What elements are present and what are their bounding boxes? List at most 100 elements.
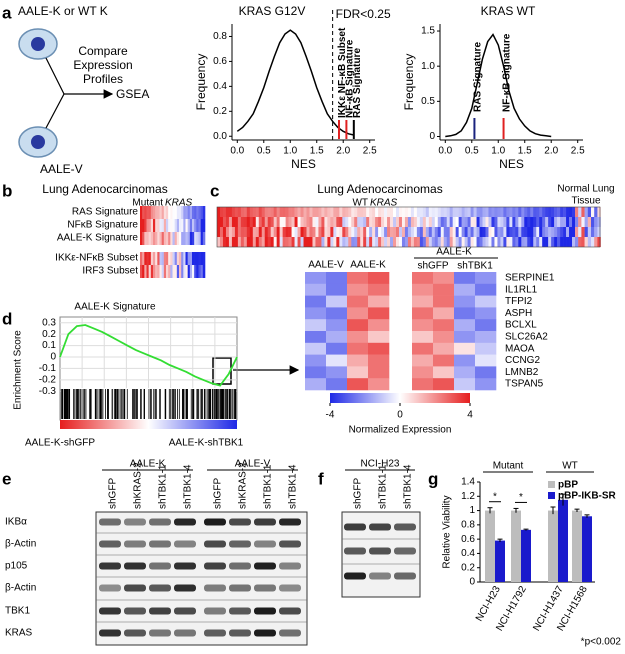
heatmap-cell — [404, 217, 409, 227]
heatmap-cell — [300, 207, 304, 217]
y-tick-label: 0.6 — [213, 56, 227, 67]
heatmap-cell — [294, 207, 298, 217]
heatmap-cell — [393, 237, 397, 247]
heatmap-cell — [422, 207, 427, 217]
heatmap-cell — [475, 307, 497, 320]
heatmap-cell — [200, 265, 204, 278]
heatmap-cell — [267, 207, 271, 217]
group-gene: KRAS — [370, 198, 398, 209]
heatmap-cell — [354, 207, 358, 217]
heatmap-cell — [261, 217, 266, 227]
heatmap-cell — [452, 237, 456, 247]
heatmap-cell — [279, 237, 283, 247]
heatmap-cell — [183, 206, 186, 219]
heatmap-cell — [252, 217, 257, 227]
heatmap-cell — [416, 227, 421, 237]
heatmap-cell — [189, 252, 193, 265]
heatmap-cell — [192, 219, 195, 232]
column-group: shTBK1 — [457, 261, 493, 272]
blot-band — [149, 562, 171, 570]
heatmap-cell — [390, 217, 394, 227]
heatmap-cell — [240, 237, 245, 247]
heatmap-cell — [479, 227, 483, 237]
nucleus — [31, 37, 45, 51]
group-gene: KRAS — [165, 198, 193, 209]
heatmap-cell — [479, 237, 483, 247]
heatmap-cell — [443, 227, 448, 237]
heatmap-cell — [393, 207, 397, 217]
heatmap-cell — [566, 217, 570, 227]
heatmap-cell — [168, 232, 171, 245]
heatmap-cell — [509, 227, 513, 237]
heatmap-cell — [545, 227, 549, 237]
heatmap-cell — [557, 237, 561, 247]
heatmap-cell — [148, 232, 152, 245]
heatmap-cell — [246, 217, 251, 227]
heatmap-cell — [202, 265, 206, 278]
heatmap-cell — [557, 217, 561, 227]
heatmap-cell — [351, 207, 355, 217]
y-tick-label: 0.2 — [213, 106, 227, 117]
heatmap-cell — [545, 217, 549, 227]
y-tick-label: 0.8 — [213, 31, 227, 42]
heatmap-cell — [231, 237, 236, 247]
heatmap-cell — [410, 237, 415, 247]
heatmap-cell — [410, 227, 415, 237]
heatmap-cell — [449, 217, 453, 227]
heatmap-cell — [294, 217, 298, 227]
normal-label: Tissue — [571, 196, 601, 207]
heatmap-cell — [312, 227, 316, 237]
heatmap-cell — [336, 237, 340, 247]
heatmap-cell — [591, 227, 595, 237]
blot-band — [204, 584, 226, 592]
heatmap-cell — [491, 207, 495, 217]
heatmap-cell — [518, 217, 522, 227]
cell-label: AALE-V — [40, 162, 83, 176]
heatmap-cell — [425, 237, 430, 247]
heatmap-cell — [305, 283, 327, 296]
x-tick-label: 1.5 — [518, 146, 532, 157]
heatmap-cell — [433, 354, 455, 367]
heatmap-cell — [587, 237, 592, 247]
heatmap-cell — [454, 354, 476, 367]
blot-band — [369, 547, 391, 555]
lane-label: shKRAS-2 — [238, 462, 249, 509]
heatmap-cell — [326, 342, 348, 355]
heatmap-cell — [488, 217, 492, 227]
blot-band — [99, 540, 121, 548]
heatmap-cell — [148, 252, 152, 265]
heatmap-cell — [518, 227, 522, 237]
heatmap-cell — [422, 227, 427, 237]
heatmap-cell — [170, 265, 173, 278]
heatmap-cell — [144, 206, 147, 219]
heatmap-cell — [194, 219, 197, 232]
blot-band — [394, 572, 416, 580]
heatmap-cell — [189, 232, 193, 245]
chart-title: AALE-K Signature — [74, 302, 156, 313]
blot-title: NCI-H23 — [361, 459, 400, 470]
heatmap-cell — [454, 319, 476, 332]
panel-label: g — [428, 469, 438, 488]
heatmap-cell — [581, 227, 585, 237]
heatmap-cell — [584, 217, 588, 227]
heatmap-cell — [412, 378, 434, 391]
heatmap-cell — [217, 237, 221, 247]
heatmap-cell — [401, 217, 406, 227]
heatmap-cell — [326, 331, 348, 344]
heatmap-cell — [368, 283, 390, 296]
heatmap-cell — [482, 207, 486, 217]
heatmap-cell — [475, 295, 497, 308]
heatmap-cell — [144, 219, 147, 232]
heatmap-cell — [306, 207, 310, 217]
heatmap-cell — [372, 217, 376, 227]
x-tick-label: 2.5 — [363, 146, 377, 157]
heatmap-cell — [475, 331, 497, 344]
group-label: AALE-K — [130, 459, 166, 470]
blot-band — [204, 607, 226, 615]
heatmap-cell — [387, 217, 391, 227]
heatmap-cell — [591, 207, 595, 217]
heatmap-cell — [354, 217, 358, 227]
blot-band — [124, 584, 146, 592]
heatmap-cell — [581, 237, 585, 247]
heatmap-cell — [326, 283, 348, 296]
